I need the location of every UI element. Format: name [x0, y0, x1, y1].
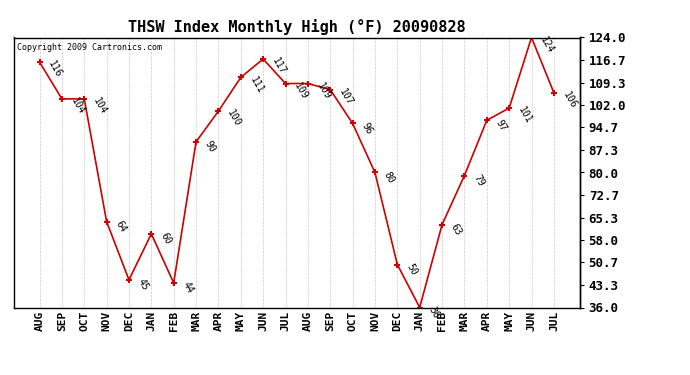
Text: 63: 63 [449, 222, 464, 237]
Text: 109: 109 [315, 81, 333, 101]
Text: 101: 101 [516, 105, 533, 126]
Text: 124: 124 [538, 35, 556, 55]
Text: 96: 96 [359, 121, 374, 136]
Text: 79: 79 [471, 173, 486, 188]
Text: 50: 50 [404, 262, 419, 277]
Text: 117: 117 [270, 56, 288, 76]
Text: 45: 45 [136, 277, 150, 292]
Text: 60: 60 [158, 231, 172, 246]
Text: 97: 97 [494, 118, 509, 133]
Text: 116: 116 [46, 59, 64, 80]
Text: Copyright 2009 Cartronics.com: Copyright 2009 Cartronics.com [17, 43, 161, 52]
Text: 100: 100 [226, 108, 243, 129]
Text: 64: 64 [114, 219, 128, 234]
Text: 107: 107 [337, 87, 355, 107]
Text: 44: 44 [181, 280, 195, 296]
Title: THSW Index Monthly High (°F) 20090828: THSW Index Monthly High (°F) 20090828 [128, 19, 466, 35]
Text: 36: 36 [426, 305, 441, 320]
Text: 106: 106 [561, 90, 578, 110]
Text: 111: 111 [248, 75, 265, 95]
Text: 104: 104 [91, 96, 108, 116]
Text: 90: 90 [203, 139, 217, 154]
Text: 80: 80 [382, 170, 397, 185]
Text: 104: 104 [69, 96, 86, 116]
Text: 109: 109 [293, 81, 310, 101]
